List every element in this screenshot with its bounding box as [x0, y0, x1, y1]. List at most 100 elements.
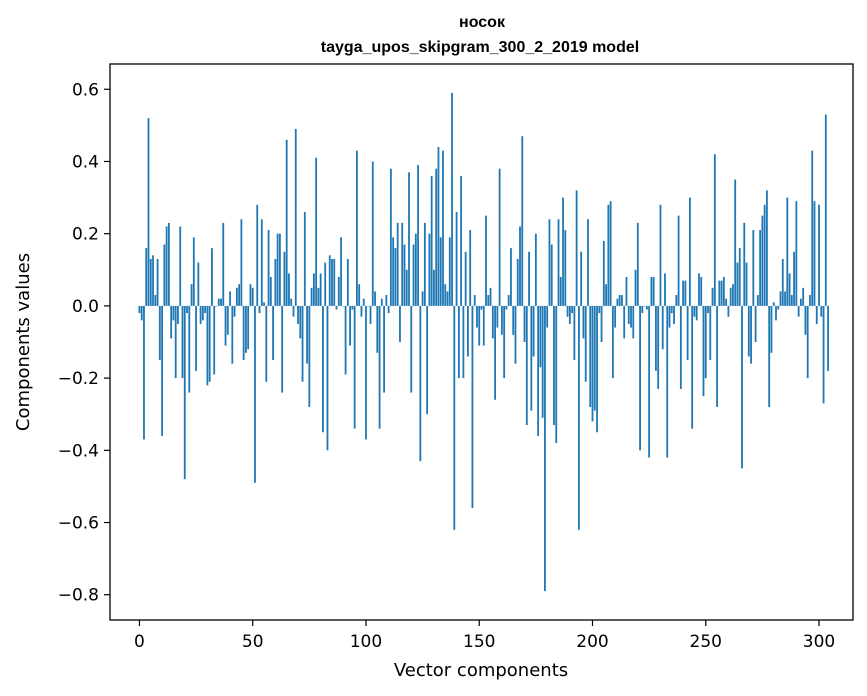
bar-86: [333, 258, 336, 306]
bar-190: [568, 305, 571, 324]
bar-166: [514, 305, 517, 364]
bar-142: [460, 175, 463, 306]
bar-12: [165, 226, 168, 306]
bar-27: [199, 305, 202, 324]
bar-294: [804, 305, 807, 335]
bar-235: [670, 305, 673, 314]
bar-108: [383, 305, 385, 393]
bar-135: [444, 284, 447, 306]
bar-72: [301, 305, 304, 382]
bar-214: [623, 305, 626, 339]
bar-107: [380, 298, 383, 306]
bar-257: [720, 280, 723, 306]
bar-183: [553, 305, 555, 426]
bar-68: [292, 305, 295, 317]
y-tick-label: −0.8: [58, 586, 99, 606]
bar-302: [822, 305, 825, 404]
bar-32: [211, 248, 213, 306]
bar-52: [256, 204, 259, 306]
bar-38: [224, 305, 227, 346]
bar-200: [591, 305, 594, 422]
bar-161: [503, 305, 506, 379]
bar-275: [761, 215, 764, 306]
bar-46: [242, 305, 245, 361]
bar-84: [328, 255, 331, 306]
bar-249: [702, 305, 705, 397]
bar-139: [453, 305, 456, 530]
bar-81: [322, 305, 324, 433]
bar-229: [657, 305, 660, 389]
bar-89: [340, 237, 342, 306]
bar-281: [775, 305, 777, 321]
bar-101: [367, 305, 370, 307]
bar-172: [528, 251, 530, 306]
bar-140: [455, 212, 458, 306]
bar-152: [482, 305, 485, 346]
bar-193: [575, 190, 578, 306]
bar-303: [824, 114, 827, 306]
bar-273: [756, 295, 759, 306]
bar-217: [630, 305, 632, 328]
bar-39: [226, 305, 229, 335]
bar-144: [464, 251, 467, 306]
bar-100: [365, 305, 367, 440]
bar-60: [274, 258, 277, 306]
bar-126: [423, 222, 426, 306]
bar-113: [394, 248, 397, 306]
bar-267: [743, 222, 746, 306]
bar-175: [534, 233, 537, 306]
bar-243: [689, 197, 691, 306]
bar-248: [700, 277, 703, 306]
bar-268: [745, 262, 748, 306]
x-axis-label: Vector components: [394, 660, 568, 681]
bar-174: [532, 305, 535, 357]
bar-300: [818, 204, 820, 306]
bar-290: [795, 201, 798, 306]
bar-264: [736, 262, 739, 306]
bar-62: [278, 233, 281, 306]
bar-10: [161, 305, 163, 436]
bar-106: [378, 305, 381, 429]
bar-59: [272, 305, 274, 361]
bar-234: [668, 305, 671, 328]
bar-297: [811, 150, 814, 306]
bar-61: [276, 233, 279, 306]
bar-164: [510, 248, 512, 306]
bar-146: [469, 230, 472, 306]
bar-26: [197, 262, 200, 306]
bar-177: [539, 305, 542, 368]
bar-92: [346, 258, 349, 306]
bar-247: [698, 273, 700, 306]
y-tick-label: 0.2: [72, 225, 99, 245]
bar-14: [170, 305, 173, 339]
bar-55: [263, 302, 265, 306]
bar-85: [331, 258, 333, 306]
y-tick-label: 0.4: [72, 152, 99, 172]
bar-169: [521, 136, 524, 306]
bar-110: [387, 305, 390, 314]
bar-94: [351, 305, 354, 310]
bar-215: [625, 277, 628, 306]
bar-104: [374, 291, 376, 306]
bar-187: [562, 197, 564, 306]
bar-7: [154, 295, 157, 306]
bar-184: [555, 305, 558, 444]
bar-230: [659, 204, 662, 306]
bar-96: [356, 150, 358, 306]
bar-45: [240, 219, 243, 306]
bar-224: [645, 305, 648, 310]
bar-57: [267, 230, 270, 306]
bar-231: [661, 305, 664, 350]
bar-251: [707, 305, 709, 314]
bar-226: [650, 277, 653, 306]
bar-99: [362, 298, 365, 306]
bar-218: [632, 305, 635, 339]
bar-199: [589, 305, 592, 407]
bar-53: [258, 305, 261, 314]
bar-8: [156, 258, 159, 306]
bar-287: [788, 273, 791, 306]
bar-51: [254, 305, 256, 483]
bar-189: [566, 305, 569, 317]
bar-259: [725, 298, 728, 306]
bar-286: [786, 197, 789, 306]
